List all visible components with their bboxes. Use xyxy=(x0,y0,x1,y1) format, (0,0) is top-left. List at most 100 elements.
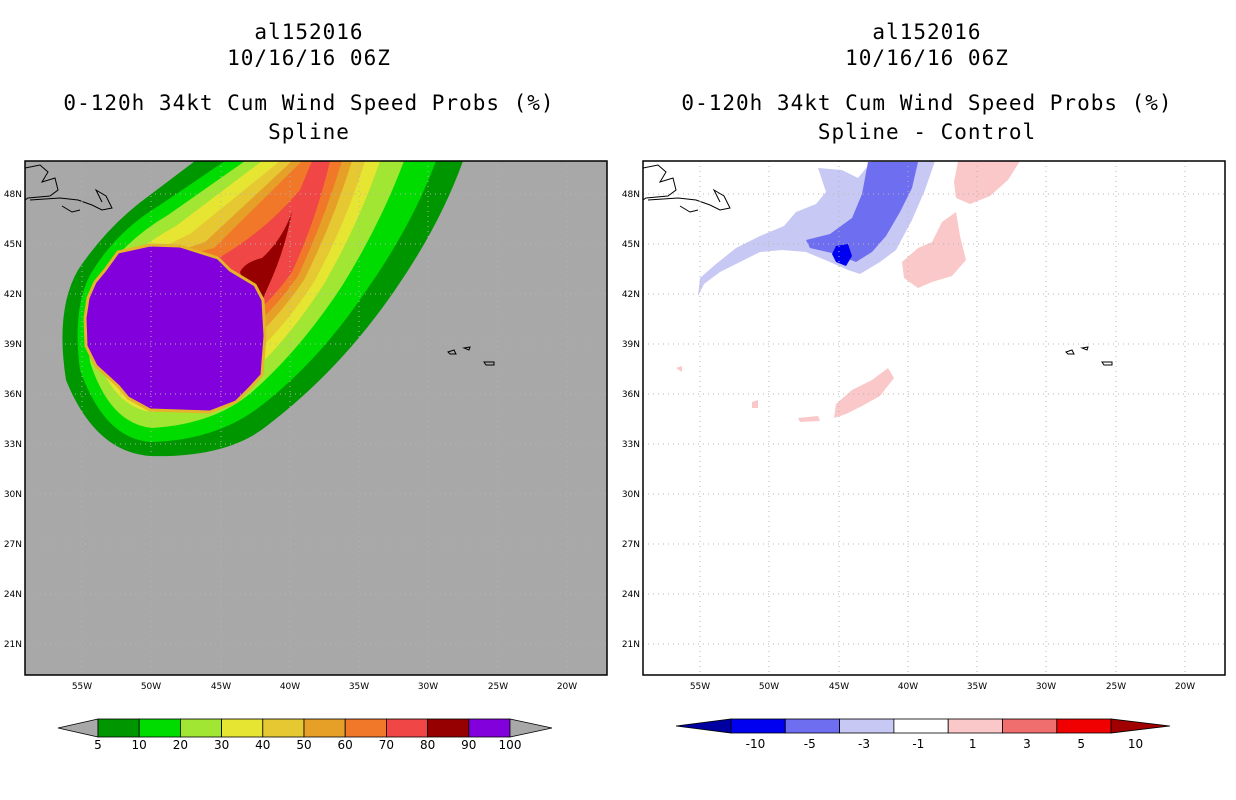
left-lon-25: 25W xyxy=(488,682,508,692)
right-lon-50: 50W xyxy=(759,682,779,692)
left-lon-45: 45W xyxy=(211,682,231,692)
left-lat-27: 27N xyxy=(4,540,22,550)
left-lon-ticks: 55W 50W 45W 40W 35W 30W 25W 20W xyxy=(72,682,577,692)
right-colorbar-label-4: 1 xyxy=(969,737,977,751)
diff-plus1-east xyxy=(902,212,966,288)
left-lat-24: 24N xyxy=(4,590,22,600)
left-colorbar-label-7: 70 xyxy=(379,738,394,752)
right-colorbar-label-6: 5 xyxy=(1077,737,1085,751)
left-lat-48: 48N xyxy=(4,190,22,200)
right-lon-40: 40W xyxy=(898,682,918,692)
left-colorbar-box-8 xyxy=(427,718,470,738)
right-lat-33: 33N xyxy=(622,440,640,450)
right-lon-35: 35W xyxy=(967,682,987,692)
left-lat-36: 36N xyxy=(4,390,22,400)
left-map-frame xyxy=(24,160,608,676)
left-colorbar-label-9: 90 xyxy=(461,738,476,752)
left-colorbar-label-2: 20 xyxy=(173,738,188,752)
left-gridlines xyxy=(25,161,607,675)
right-lat-ticks: 48N 45N 42N 39N 36N 33N 30N 27N 24N 21N xyxy=(622,190,640,650)
right-colorbar-label-5: 3 xyxy=(1023,737,1031,751)
right-lat-27: 27N xyxy=(622,540,640,550)
right-map-frame xyxy=(642,160,1226,676)
right-colorbar-extend-low xyxy=(675,718,732,734)
right-colorbar-box-0 xyxy=(730,718,786,734)
left-colorbar-label-0: 5 xyxy=(94,738,102,752)
left-colorbar-label-10: 100 xyxy=(499,738,522,752)
right-colorbar-label-1: -5 xyxy=(804,737,816,751)
right-lon-30: 30W xyxy=(1036,682,1056,692)
left-colorbar-label-5: 50 xyxy=(296,738,311,752)
left-colorbar-extend-low xyxy=(57,718,99,738)
diff-plus1-speck1 xyxy=(798,416,820,422)
left-lat-33: 33N xyxy=(4,440,22,450)
diff-plus1-ne xyxy=(954,161,1020,204)
right-lat-36: 36N xyxy=(622,390,640,400)
left-colorbar-label-3: 30 xyxy=(214,738,229,752)
left-title-date: 10/16/16 06Z xyxy=(227,46,391,70)
left-colorbar-box-9 xyxy=(468,718,511,738)
left-colorbar-extend-high xyxy=(509,718,553,738)
left-colorbar-box-7 xyxy=(385,718,428,738)
right-lon-45: 45W xyxy=(829,682,849,692)
left-lat-21: 21N xyxy=(4,640,22,650)
left-colorbar-label-8: 80 xyxy=(420,738,435,752)
left-colorbar-label-4: 40 xyxy=(255,738,270,752)
right-gridlines xyxy=(643,161,1225,675)
left-lat-45: 45N xyxy=(4,240,22,250)
right-colorbar-label-3: -1 xyxy=(912,737,924,751)
right-colorbar-label-0: -10 xyxy=(746,737,766,751)
left-colorbar-box-4 xyxy=(262,718,305,738)
right-lat-30: 30N xyxy=(622,490,640,500)
left-lon-30: 30W xyxy=(418,682,438,692)
left-title-method: Spline xyxy=(268,120,350,144)
right-colorbar-box-2 xyxy=(839,718,895,734)
left-probability-field xyxy=(62,161,464,457)
left-colorbar-box-5 xyxy=(303,718,346,738)
left-colorbar-box-1 xyxy=(138,718,181,738)
diff-plus1-speck3 xyxy=(752,400,758,408)
right-lon-25: 25W xyxy=(1106,682,1126,692)
left-lat-ticks: 48N 45N 42N 39N 36N 33N 30N 27N 24N 21N xyxy=(4,190,22,650)
left-colorbar-box-0 xyxy=(97,718,140,738)
left-colorbar-box-6 xyxy=(344,718,387,738)
left-colorbar-box-3 xyxy=(221,718,264,738)
right-difference-field xyxy=(676,161,1020,422)
left-coastlines xyxy=(25,164,495,366)
right-lon-ticks: 55W 50W 45W 40W 35W 30W 25W 20W xyxy=(690,682,1195,692)
left-lon-40: 40W xyxy=(280,682,300,692)
right-lat-48: 48N xyxy=(622,190,640,200)
right-lat-21: 21N xyxy=(622,640,640,650)
right-title-method: Spline - Control xyxy=(817,120,1037,144)
right-lat-42: 42N xyxy=(622,290,640,300)
right-colorbar-box-3 xyxy=(893,718,949,734)
left-colorbar-label-1: 10 xyxy=(132,738,147,752)
left-lat-39: 39N xyxy=(4,340,22,350)
diff-plus1-south xyxy=(834,368,894,418)
right-title-date: 10/16/16 06Z xyxy=(845,46,1009,70)
left-lat-30: 30N xyxy=(4,490,22,500)
diff-minus3 xyxy=(806,162,918,262)
right-coastlines xyxy=(643,164,1113,366)
left-lon-50: 50W xyxy=(141,682,161,692)
left-colorbar-box-2 xyxy=(179,718,222,738)
right-colorbar: -10 -5 -3 -1 1 3 5 10 xyxy=(675,718,1171,751)
right-colorbar-box-4 xyxy=(947,718,1003,734)
right-lon-20: 20W xyxy=(1175,682,1195,692)
right-title-product: 0-120h 34kt Cum Wind Speed Probs (%) xyxy=(681,91,1173,115)
right-title-id: al152016 xyxy=(872,20,982,44)
right-lat-24: 24N xyxy=(622,590,640,600)
left-colorbar: 5 10 20 30 40 50 60 70 80 90 100 xyxy=(57,718,553,752)
left-title-product: 0-120h 34kt Cum Wind Speed Probs (%) xyxy=(63,91,555,115)
left-colorbar-label-6: 60 xyxy=(338,738,353,752)
right-colorbar-box-1 xyxy=(784,718,840,734)
right-colorbar-box-5 xyxy=(1002,718,1058,734)
right-lat-45: 45N xyxy=(622,240,640,250)
diff-plus1-speck2 xyxy=(676,366,682,372)
right-lat-39: 39N xyxy=(622,340,640,350)
contour-100 xyxy=(83,243,267,414)
right-colorbar-extend-high xyxy=(1110,718,1171,734)
right-colorbar-label-7: 10 xyxy=(1128,737,1143,751)
left-lon-55: 55W xyxy=(72,682,92,692)
